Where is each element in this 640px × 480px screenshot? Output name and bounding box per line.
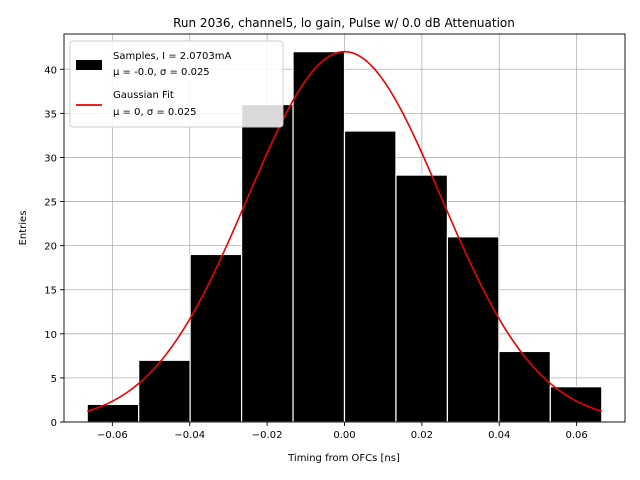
histogram-bar — [395, 174, 449, 423]
y-tick-label: 15 — [44, 286, 57, 297]
histogram-bars — [86, 51, 603, 423]
legend: Samples, I = 2.0703mA μ = -0.0, σ = 0.02… — [69, 40, 284, 128]
y-tick-label: 25 — [44, 198, 57, 209]
histogram-bar — [498, 350, 551, 423]
x-axis-ticks: −0.06 −0.04 −0.02 0.00 0.02 0.04 0.06 — [97, 422, 588, 441]
x-tick-label: 0.06 — [566, 430, 588, 441]
legend-swatch-samples — [76, 60, 102, 70]
histogram-bar — [549, 386, 603, 423]
histogram-bar — [189, 253, 243, 423]
histogram-bar — [343, 130, 397, 423]
histogram-bar — [292, 51, 346, 423]
legend-label-fit-line1: Gaussian Fit — [113, 90, 174, 101]
y-axis-ticks: 0 5 10 15 20 25 30 35 40 — [44, 65, 64, 429]
x-tick-label: −0.02 — [252, 430, 283, 441]
x-tick-label: 0.02 — [411, 430, 433, 441]
legend-label-samples-line2: μ = -0.0, σ = 0.025 — [113, 67, 210, 78]
y-tick-label: 30 — [44, 153, 57, 164]
histogram-bar — [240, 103, 294, 423]
x-axis-label: Timing from OFCs [ns] — [287, 453, 400, 464]
y-tick-label: 10 — [44, 330, 57, 341]
histogram-bar — [86, 403, 140, 423]
gaussian-fit — [86, 50, 603, 412]
y-tick-label: 20 — [44, 242, 57, 253]
y-tick-label: 40 — [44, 65, 57, 76]
legend-label-samples-line1: Samples, I = 2.0703mA — [113, 51, 231, 62]
y-tick-label: 35 — [44, 109, 57, 120]
x-tick-label: 0.00 — [333, 430, 355, 441]
gaussian-fit-curve — [86, 50, 603, 412]
x-tick-label: −0.04 — [174, 430, 205, 441]
y-tick-label: 0 — [51, 418, 57, 429]
y-tick-label: 5 — [51, 374, 57, 385]
legend-label-fit-line2: μ = 0, σ = 0.025 — [113, 107, 197, 118]
histogram-bar — [138, 359, 191, 423]
x-tick-label: −0.06 — [97, 430, 128, 441]
histogram-bar — [446, 236, 500, 423]
y-axis-label: Entries — [18, 211, 29, 246]
x-tick-label: 0.04 — [488, 430, 510, 441]
legend-box — [69, 40, 284, 128]
chart-title: Run 2036, channel5, lo gain, Pulse w/ 0.… — [173, 16, 515, 30]
